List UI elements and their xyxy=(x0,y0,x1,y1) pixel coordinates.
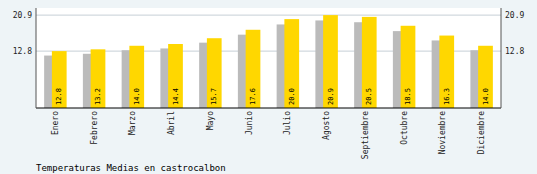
bar xyxy=(52,51,67,108)
bar xyxy=(91,49,106,108)
x-tick-label: Septiembre xyxy=(361,111,370,159)
x-tick-label: Diciembre xyxy=(477,111,486,155)
plot-area xyxy=(36,8,501,108)
data-label: 20.5 xyxy=(365,88,373,105)
chart: 12.8 13.2 14.0 14.4 15.7 17.6 20.0 20.9 20.5 18.5… xyxy=(0,0,537,174)
data-label: 14.0 xyxy=(133,88,141,105)
bar xyxy=(439,36,454,108)
y-tick-label: 20.9 xyxy=(13,11,32,20)
x-tick-label: Julio xyxy=(283,111,292,135)
bar xyxy=(362,17,377,108)
y-axis-line xyxy=(36,8,37,108)
x-tick-label: Marzo xyxy=(128,111,137,135)
data-label: 20.9 xyxy=(327,88,335,105)
x-tick-label: Octubre xyxy=(400,111,409,145)
bar xyxy=(323,15,338,108)
bar xyxy=(129,46,144,108)
bar xyxy=(284,19,299,108)
grid-line xyxy=(36,15,501,16)
bar xyxy=(207,38,222,108)
data-label: 18.5 xyxy=(404,88,412,105)
data-label: 14.4 xyxy=(172,88,180,105)
bar xyxy=(168,44,183,108)
data-label: 15.7 xyxy=(210,88,218,105)
x-tick-label: Junio xyxy=(245,111,254,135)
chart-container: 12.8 13.2 14.0 14.4 15.7 17.6 20.0 20.9 20.5 18.5… xyxy=(0,0,537,174)
data-label: 17.6 xyxy=(249,88,257,105)
x-tick-label: Febrero xyxy=(90,111,99,145)
bar xyxy=(401,26,416,108)
data-label: 13.2 xyxy=(94,88,102,105)
x-axis-line xyxy=(36,108,501,109)
x-tick-label: Abril xyxy=(167,111,176,135)
y-tick-label: 12.8 xyxy=(13,47,32,56)
x-tick-label: Agosto xyxy=(322,111,331,140)
x-tick-label: Enero xyxy=(51,111,60,135)
data-label: 16.3 xyxy=(443,88,451,105)
y2-tick-label: 12.8 xyxy=(505,47,524,56)
grid-line xyxy=(36,51,501,52)
data-label: 14.0 xyxy=(482,88,490,105)
y2-tick-label: 20.9 xyxy=(505,11,524,20)
x-tick-label: Noviembre xyxy=(438,111,447,155)
bar xyxy=(246,30,261,108)
y2-axis-line xyxy=(501,8,502,108)
bar xyxy=(478,46,493,108)
bars xyxy=(44,15,493,108)
x-tick-label: Mayo xyxy=(206,111,215,130)
data-label: 12.8 xyxy=(55,88,63,105)
title: Temperaturas Medias en castrocalbon xyxy=(36,163,226,173)
data-label: 20.0 xyxy=(288,88,296,105)
